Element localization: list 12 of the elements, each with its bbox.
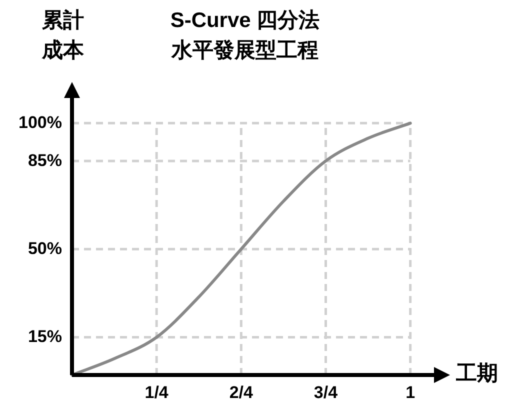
y-tick-label: 100% bbox=[18, 112, 62, 134]
y-tick-label: 50% bbox=[26, 238, 62, 260]
chart-title: S-Curve 四分法 bbox=[169, 8, 321, 34]
y-tick-label: 85% bbox=[26, 150, 62, 172]
x-tick-label: 3/4 bbox=[312, 382, 339, 404]
y-tick-label: 15% bbox=[26, 326, 62, 348]
x-tick-label: 2/4 bbox=[228, 382, 254, 404]
x-axis-title: 工期 bbox=[456, 361, 498, 387]
y-axis-title: 累計成本 bbox=[42, 8, 85, 64]
chart-subtitle: 水平發展型工程 bbox=[170, 38, 320, 64]
x-tick-label: 1 bbox=[404, 382, 416, 404]
x-tick-label: 1/4 bbox=[144, 382, 170, 404]
